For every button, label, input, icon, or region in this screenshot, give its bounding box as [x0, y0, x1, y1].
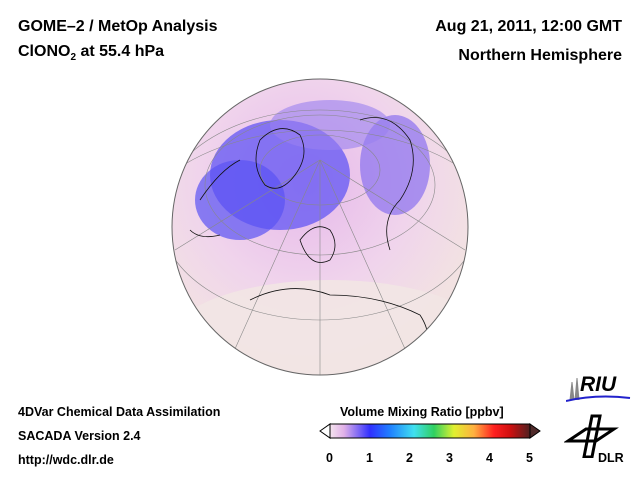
riu-logo-mark — [566, 377, 631, 402]
colorbar-tick: 3 — [446, 451, 453, 465]
figure-title: GOME–2 / MetOp Analysis — [18, 18, 218, 35]
colorbar-tick: 0 — [326, 451, 333, 465]
footer-line1: 4DVar Chemical Data Assimilation — [18, 405, 221, 419]
colorbar-min-arrow — [319, 423, 331, 439]
colorbar — [319, 423, 541, 439]
colorbar-tick: 2 — [406, 451, 413, 465]
dlr-logo-text: DLR — [598, 451, 624, 465]
colorbar-tick: 4 — [486, 451, 493, 465]
graticule — [172, 109, 468, 375]
riu-logo-text: RIU — [580, 373, 617, 396]
colorbar-max-arrow — [529, 423, 541, 439]
dlr-logo-mark — [564, 414, 619, 458]
colorbar-gradient — [329, 423, 531, 439]
date-label: Aug 21, 2011, 12:00 GMT — [435, 18, 622, 35]
species-label: ClONO2 at 55.4 hPa — [18, 43, 165, 64]
colorbar-tick: 1 — [366, 451, 373, 465]
region-label: Northern Hemisphere — [458, 47, 622, 64]
footer-line2: SACADA Version 2.4 — [18, 429, 141, 443]
globe-outline — [171, 78, 469, 376]
footer-url: http://wdc.dlr.de — [18, 453, 114, 467]
colorbar-title: Volume Mixing Ratio [ppbv] — [340, 405, 504, 419]
colorbar-tick: 5 — [526, 451, 533, 465]
